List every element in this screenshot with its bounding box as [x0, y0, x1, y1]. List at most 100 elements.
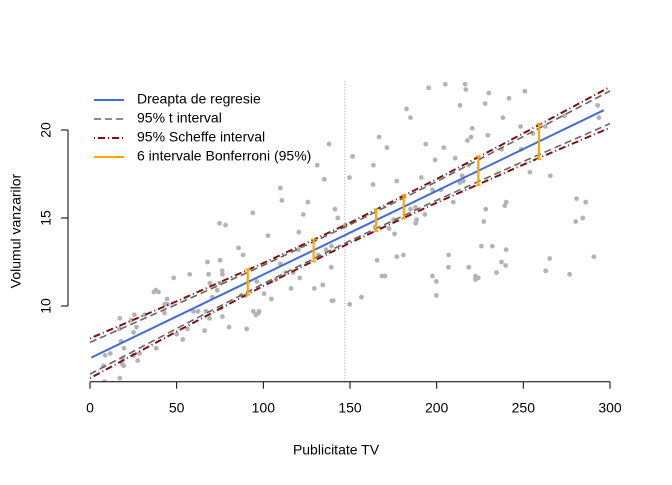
point — [391, 217, 396, 223]
point — [485, 132, 491, 138]
point — [408, 115, 413, 121]
y-axis-label: Volumul vanzarilor — [8, 173, 24, 288]
point — [450, 199, 456, 205]
legend: Dreapta de regresie 95% t interval 95% Sch… — [94, 91, 311, 164]
point — [376, 134, 382, 140]
point — [386, 226, 392, 231]
point — [300, 212, 306, 217]
point — [430, 273, 435, 279]
point — [574, 196, 579, 202]
point — [335, 215, 341, 221]
point — [250, 308, 256, 314]
band-line — [89, 85, 611, 340]
point — [464, 138, 470, 143]
point — [261, 291, 267, 297]
point — [486, 90, 492, 96]
point — [418, 175, 424, 180]
point — [321, 176, 327, 182]
point — [121, 345, 127, 351]
regression-line — [90, 109, 605, 359]
point — [478, 243, 484, 249]
legend-label: 95% Scheffe interval — [137, 129, 265, 145]
point — [359, 294, 364, 300]
point — [370, 182, 376, 187]
point — [579, 31, 584, 36]
point — [277, 185, 283, 191]
point — [586, 18, 591, 23]
point — [311, 286, 317, 291]
point — [244, 326, 250, 332]
point — [164, 296, 170, 302]
legend-label: 6 intervale Bonferroni (95%) — [137, 148, 311, 164]
point — [117, 315, 123, 321]
point — [329, 298, 335, 304]
point — [135, 358, 141, 363]
point — [202, 328, 207, 334]
point — [499, 259, 504, 265]
point — [253, 312, 259, 318]
point — [446, 252, 452, 258]
point — [174, 331, 180, 337]
point — [190, 308, 196, 314]
point — [453, 61, 458, 66]
point — [137, 351, 142, 356]
point — [500, 115, 506, 121]
x-tick-label: 300 — [598, 399, 622, 415]
point — [466, 264, 472, 270]
point — [214, 287, 220, 293]
point — [426, 85, 432, 91]
band-line — [89, 126, 611, 380]
x-tick-label: 100 — [252, 399, 276, 415]
point — [296, 229, 302, 235]
point — [187, 271, 193, 277]
y-tick-label: 15 — [38, 210, 54, 226]
point — [205, 259, 210, 265]
point — [95, 423, 100, 428]
point — [573, 219, 579, 224]
point — [347, 301, 353, 307]
point — [442, 81, 448, 87]
point — [102, 379, 107, 382]
point — [206, 271, 211, 277]
point — [432, 62, 437, 67]
point — [527, 169, 533, 175]
legend-label: Dreapta de regresie — [137, 91, 261, 107]
point — [562, 113, 567, 119]
point — [107, 351, 113, 356]
point — [131, 330, 136, 335]
point — [328, 264, 334, 270]
point — [414, 217, 419, 223]
point — [134, 324, 139, 330]
point — [217, 220, 222, 226]
point — [543, 268, 549, 274]
point — [185, 326, 190, 332]
point — [295, 247, 301, 253]
point — [89, 451, 94, 456]
point — [103, 395, 108, 400]
point — [591, 254, 597, 260]
x-tick-label: 200 — [425, 399, 449, 415]
point — [432, 157, 438, 163]
point — [580, 215, 586, 221]
point — [547, 256, 553, 261]
point — [384, 145, 390, 150]
point — [481, 219, 487, 224]
point — [131, 312, 137, 318]
point — [550, 33, 555, 38]
point — [226, 324, 232, 330]
point — [506, 95, 512, 101]
point — [326, 141, 332, 147]
point — [394, 178, 400, 184]
point — [494, 270, 499, 275]
point — [441, 145, 447, 150]
point — [503, 263, 509, 268]
point — [422, 212, 428, 217]
legend-label: 95% t interval — [137, 110, 222, 126]
point — [314, 162, 320, 168]
point — [350, 153, 355, 159]
point — [469, 125, 475, 131]
point — [207, 315, 213, 321]
point — [323, 247, 329, 253]
point — [575, 50, 580, 55]
point — [568, 4, 573, 9]
